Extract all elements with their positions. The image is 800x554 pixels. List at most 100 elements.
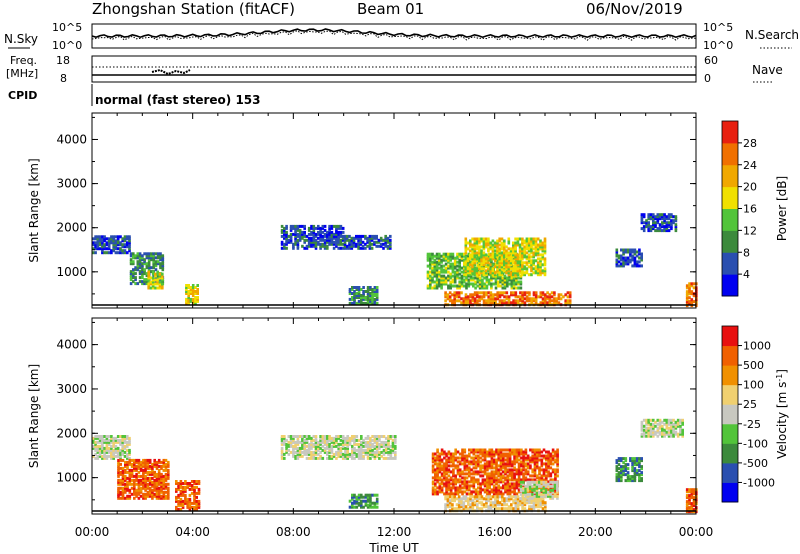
- data-cell: [161, 256, 165, 260]
- data-cell: [527, 259, 531, 263]
- data-cell: [335, 440, 338, 444]
- data-cell: [539, 271, 542, 275]
- data-cell: [130, 482, 134, 486]
- data-cell: [101, 450, 104, 454]
- data-cell: [317, 230, 320, 234]
- data-cell: [542, 448, 546, 452]
- data-cell: [103, 237, 106, 241]
- data-cell: [360, 503, 363, 507]
- data-cell: [658, 223, 662, 227]
- data-cell: [375, 301, 379, 305]
- data-cell: [292, 448, 295, 452]
- data-cell: [535, 484, 539, 488]
- data-cell: [184, 489, 187, 493]
- data-cell: [187, 297, 190, 301]
- data-cell: [452, 482, 455, 486]
- data-cell: [473, 263, 477, 267]
- data-cell: [451, 254, 455, 258]
- data-cell: [542, 454, 546, 458]
- data-cell: [508, 456, 512, 460]
- data-cell: [287, 440, 291, 444]
- data-cell: [332, 452, 336, 456]
- data-cell: [519, 299, 522, 303]
- data-cell: [528, 482, 532, 486]
- data-cell: [633, 471, 637, 475]
- data-cell: [355, 286, 359, 289]
- data-cell: [147, 270, 150, 274]
- scatter-region: [343, 234, 392, 250]
- data-cell: [547, 454, 550, 458]
- data-cell: [538, 484, 541, 488]
- data-cell: [449, 254, 452, 258]
- data-cell: [645, 219, 648, 223]
- data-cell: [312, 244, 316, 248]
- data-cell: [461, 458, 464, 462]
- data-cell: [92, 243, 95, 247]
- data-cell: [353, 290, 356, 293]
- data-cell: [460, 276, 464, 280]
- data-cell: [152, 264, 155, 268]
- data-cell: [478, 249, 481, 253]
- data-cell: [128, 480, 132, 484]
- data-cell: [526, 488, 530, 492]
- data-cell: [551, 478, 555, 482]
- data-cell: [469, 278, 473, 282]
- data-cell: [137, 462, 141, 466]
- data-cell: [319, 435, 322, 438]
- data-cell: [126, 235, 129, 239]
- data-cell: [654, 217, 657, 221]
- data-cell: [514, 261, 517, 265]
- data-cell: [512, 499, 515, 503]
- data-cell: [445, 488, 448, 492]
- data-cell: [496, 280, 500, 284]
- data-cell: [453, 291, 456, 295]
- data-cell: [480, 257, 483, 261]
- data-cell: [394, 452, 397, 456]
- data-cell: [483, 452, 487, 456]
- data-cell: [451, 268, 455, 272]
- data-cell: [480, 267, 483, 271]
- data-cell: [476, 262, 480, 266]
- data-cell: [640, 422, 644, 426]
- data-cell: [346, 436, 349, 440]
- data-cell: [435, 270, 439, 274]
- data-cell: [533, 464, 537, 468]
- data-cell: [496, 249, 499, 253]
- data-cell: [496, 501, 499, 505]
- data-cell: [510, 503, 513, 507]
- data-cell: [541, 257, 545, 261]
- data-cell: [471, 271, 474, 275]
- data-cell: [426, 264, 430, 268]
- data-cell: [188, 501, 192, 505]
- data-cell: [519, 286, 523, 290]
- nsearch-trace: [91, 30, 697, 41]
- data-cell: [444, 254, 448, 258]
- data-cell: [188, 497, 192, 501]
- data-cell: [503, 269, 506, 273]
- data-cell: [544, 297, 547, 301]
- data-cell: [326, 230, 329, 234]
- data-cell: [551, 454, 555, 458]
- data-cell: [368, 238, 372, 242]
- data-cell: [460, 501, 463, 505]
- data-cell: [538, 486, 541, 490]
- data-cell: [296, 238, 300, 242]
- data-cell: [429, 278, 432, 282]
- data-cell: [549, 456, 553, 460]
- data-cell: [465, 284, 468, 288]
- data-cell: [116, 438, 120, 442]
- data-cell: [119, 456, 122, 460]
- data-cell: [688, 288, 691, 292]
- data-cell: [312, 238, 316, 242]
- data-cell: [518, 245, 522, 249]
- data-cell: [162, 494, 166, 498]
- data-cell: [280, 442, 284, 446]
- data-cell: [505, 263, 508, 267]
- data-cell: [467, 252, 471, 256]
- data-cell: [141, 268, 144, 272]
- data-cell: [494, 299, 497, 303]
- data-cell: [456, 480, 460, 484]
- data-cell: [167, 472, 170, 476]
- data-cell: [151, 464, 154, 468]
- data-cell: [456, 286, 459, 290]
